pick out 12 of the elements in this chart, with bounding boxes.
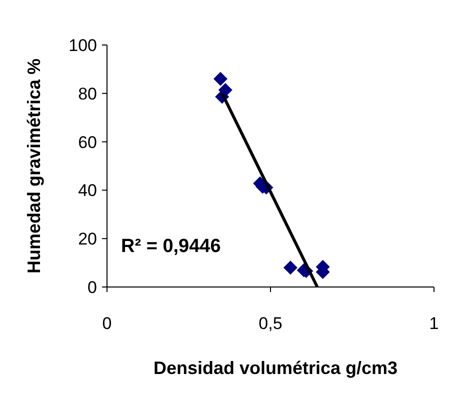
- annotation: R² = 0,9446: [121, 236, 221, 257]
- y-tick-label: 80: [78, 84, 97, 104]
- y-tick-label: 40: [78, 181, 97, 200]
- x-tick-label: 0: [102, 314, 112, 333]
- y-tick-label: 60: [78, 132, 97, 152]
- y-tick-label: 0: [88, 278, 97, 297]
- x-tick-label: 1: [429, 314, 439, 333]
- y-tick-label: 20: [78, 230, 97, 249]
- y-tick-label: 100: [68, 36, 97, 55]
- x-axis-title: Densidad volumétrica g/cm3: [153, 358, 398, 378]
- x-tick-label: 0,5: [258, 314, 282, 333]
- y-axis-title: Humedad gravimétrica %: [24, 58, 44, 274]
